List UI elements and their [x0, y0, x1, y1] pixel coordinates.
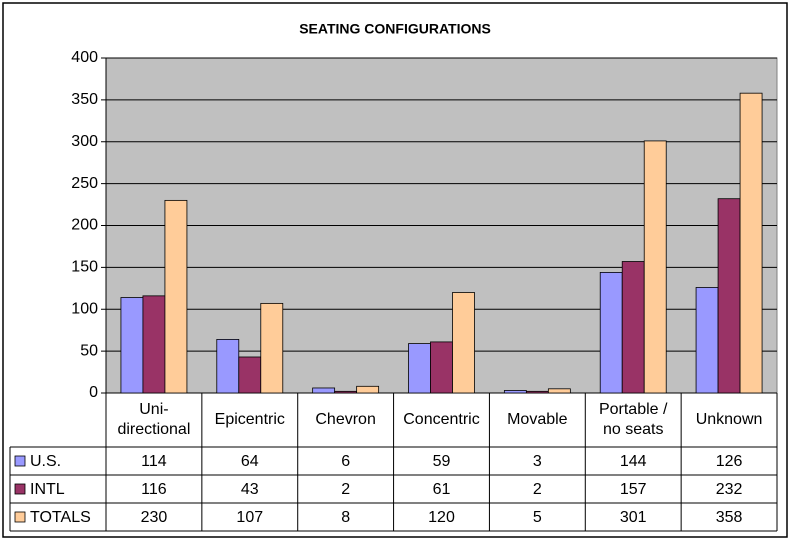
bar: [717, 198, 741, 394]
legend-label: INTL: [30, 481, 65, 498]
x-tick-label-box: Unknown: [695, 411, 763, 428]
bar: [643, 140, 667, 394]
y-tick-label: 100: [71, 300, 98, 317]
bar: [695, 287, 719, 394]
legend-key: [14, 455, 26, 467]
bar: [599, 271, 623, 394]
table-value: 8: [341, 509, 350, 526]
bar: [238, 356, 262, 394]
x-tick-label: Concentric: [403, 411, 480, 428]
table-value: 64: [241, 453, 259, 470]
y-tick-label: 200: [71, 217, 98, 234]
table-value: 114: [141, 453, 167, 470]
bar: [120, 297, 144, 394]
legend-label: U.S.: [30, 453, 61, 470]
bar: [312, 387, 336, 394]
y-tick-label: 300: [71, 133, 98, 150]
table-value: 5: [533, 509, 542, 526]
legend-label: TOTALS: [30, 509, 91, 526]
table-value: 126: [716, 453, 743, 470]
table-value: 107: [236, 509, 263, 526]
x-tick-label-box: Epicentric: [214, 411, 285, 428]
table-value: 232: [716, 481, 743, 498]
x-tick-label-box: Portable / no seats: [598, 401, 668, 438]
x-tick-label-box: Uni- directional: [117, 401, 191, 438]
bar: [142, 295, 166, 394]
table-value: 301: [620, 509, 647, 526]
x-tick-label: Chevron: [315, 411, 376, 428]
table-value: 3: [533, 453, 542, 470]
x-tick-label: Portable / no seats: [598, 401, 668, 438]
bar: [356, 385, 380, 394]
x-tick-label: Unknown: [695, 411, 763, 428]
x-tick-label: Movable: [507, 411, 568, 428]
y-tick-label: 400: [71, 49, 98, 66]
bar: [260, 302, 284, 394]
bar: [408, 343, 431, 394]
bar: [547, 388, 571, 394]
x-tick-label: Epicentric: [214, 411, 285, 428]
table-value: 157: [620, 481, 647, 498]
x-tick-label: Uni- directional: [117, 401, 191, 438]
bar: [216, 338, 240, 394]
x-tick-label-box: Concentric: [403, 411, 480, 428]
y-tick-label: 50: [80, 342, 98, 359]
y-tick-label: 0: [89, 384, 98, 401]
table-value: 59: [433, 453, 451, 470]
table-value: 144: [620, 453, 647, 470]
table-value: 43: [241, 481, 259, 498]
y-tick-label: 150: [71, 259, 98, 276]
chart-title: SEATING CONFIGURATIONS: [299, 21, 491, 37]
y-tick-label: 250: [71, 175, 98, 192]
x-tick-label-box: Movable: [507, 411, 568, 428]
table-value: 230: [141, 509, 168, 526]
legend-key: [14, 511, 26, 523]
y-tick-label: 350: [71, 91, 98, 108]
table-value: 116: [141, 481, 167, 498]
x-tick-label-box: Chevron: [315, 411, 376, 428]
table-value: 2: [533, 481, 542, 498]
bar: [739, 92, 763, 394]
table-value: 120: [428, 509, 455, 526]
table-value: 6: [341, 453, 350, 470]
bar: [164, 199, 188, 394]
table-value: 61: [433, 481, 451, 498]
table-value: 2: [341, 481, 350, 498]
legend-key: [14, 483, 26, 495]
table-value: 358: [716, 509, 743, 526]
bar: [430, 341, 453, 394]
bar: [452, 292, 475, 394]
bar: [621, 261, 645, 394]
